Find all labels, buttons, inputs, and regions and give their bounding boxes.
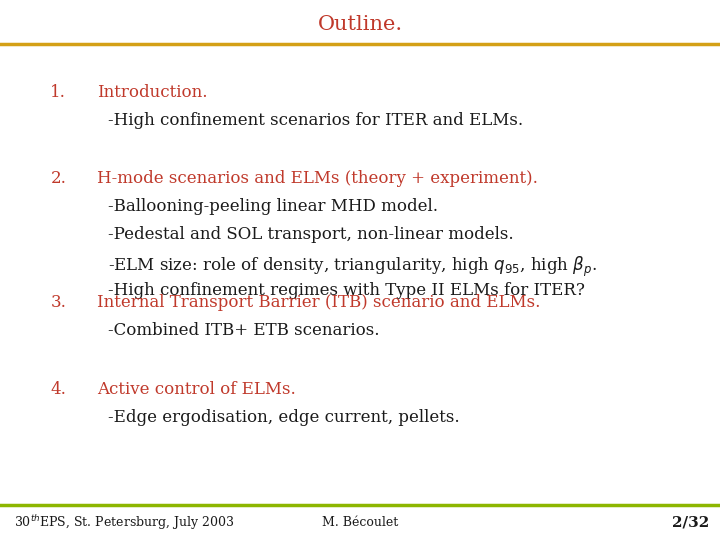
Text: -Combined ITB+ ETB scenarios.: -Combined ITB+ ETB scenarios.: [108, 322, 379, 339]
Text: 2/32: 2/32: [672, 515, 709, 529]
Text: 2.: 2.: [50, 170, 66, 187]
Text: 1.: 1.: [50, 84, 66, 100]
Text: -Edge ergodisation, edge current, pellets.: -Edge ergodisation, edge current, pellet…: [108, 409, 459, 426]
Text: Introduction.: Introduction.: [97, 84, 207, 100]
Text: M. Bécoulet: M. Bécoulet: [322, 516, 398, 529]
Text: Active control of ELMs.: Active control of ELMs.: [97, 381, 296, 397]
Text: 30$^{th}$EPS, St. Petersburg, July 2003: 30$^{th}$EPS, St. Petersburg, July 2003: [14, 513, 235, 531]
Text: Internal Transport Barrier (ITB) scenario and ELMs.: Internal Transport Barrier (ITB) scenari…: [97, 294, 541, 311]
Text: -Ballooning-peeling linear MHD model.: -Ballooning-peeling linear MHD model.: [108, 198, 438, 215]
Text: Outline.: Outline.: [318, 15, 402, 34]
Text: H-mode scenarios and ELMs (theory + experiment).: H-mode scenarios and ELMs (theory + expe…: [97, 170, 538, 187]
Text: 4.: 4.: [50, 381, 66, 397]
Text: -ELM size: role of density, triangularity, high $q_{95}$, high $\beta_p$.: -ELM size: role of density, triangularit…: [108, 254, 597, 279]
Text: -Pedestal and SOL transport, non-linear models.: -Pedestal and SOL transport, non-linear …: [108, 226, 513, 243]
Text: 3.: 3.: [50, 294, 66, 311]
Text: -High confinement regimes with Type II ELMs for ITER?: -High confinement regimes with Type II E…: [108, 282, 585, 299]
Text: -High confinement scenarios for ITER and ELMs.: -High confinement scenarios for ITER and…: [108, 112, 523, 129]
